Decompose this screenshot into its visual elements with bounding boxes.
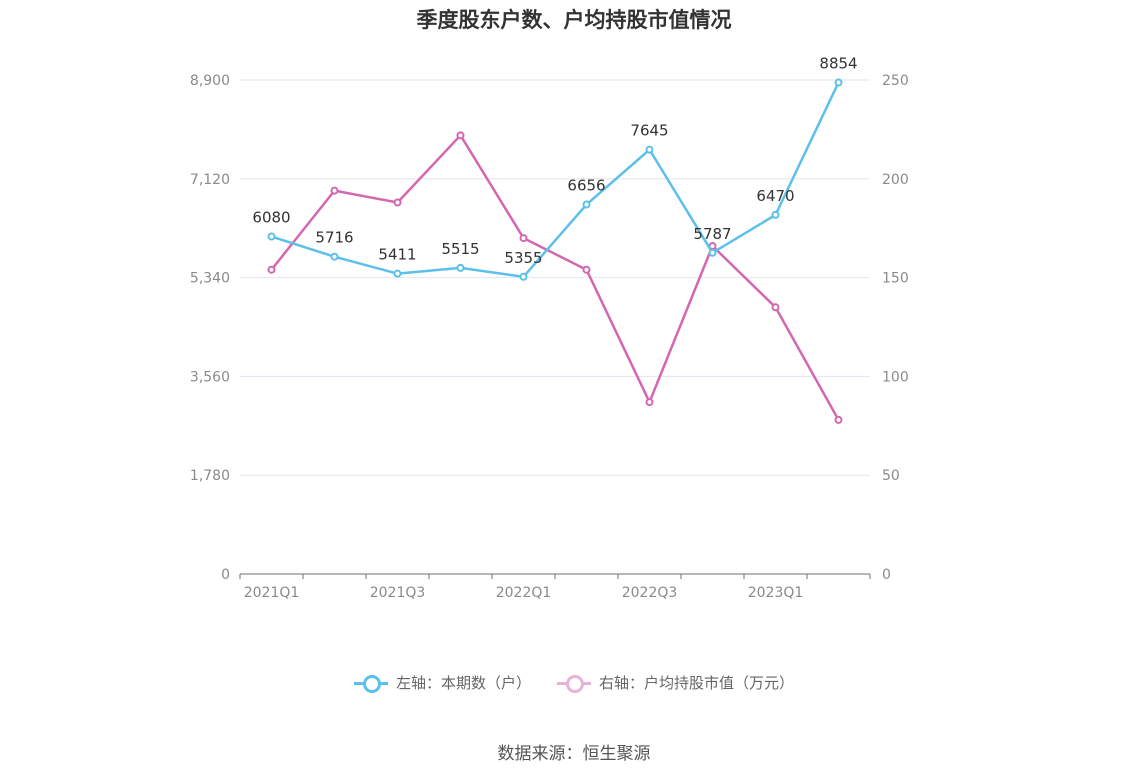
x-tick-label: 2021Q3: [370, 585, 426, 601]
series-line-left: [271, 82, 840, 279]
data-point-right: [645, 398, 654, 407]
data-point-right: [456, 131, 465, 140]
data-point-left: [645, 145, 654, 154]
data-point-right: [393, 198, 402, 207]
x-tick-label: 2022Q3: [622, 585, 678, 601]
data-point-left: [519, 272, 528, 281]
legend-item-left-series[interactable]: 左轴：本期数（户）: [353, 672, 531, 693]
y-left-tick-label: 0: [221, 567, 230, 583]
legend-label-right-series: 右轴：户均持股市值（万元）: [599, 674, 795, 692]
data-label: 5716: [315, 229, 353, 247]
x-tick-label: 2021Q1: [244, 585, 300, 601]
y-left-tick-label: 1,780: [190, 468, 230, 484]
data-point-right: [834, 415, 843, 424]
data-label: 8854: [819, 55, 857, 73]
y-right-tick-label: 0: [882, 567, 891, 583]
y-left-tick-label: 7,120: [190, 172, 230, 188]
y-right-tick-label: 50: [882, 468, 900, 484]
data-label: 6470: [756, 187, 794, 205]
data-label: 5787: [693, 225, 731, 243]
legend-marker-icon: [557, 674, 591, 693]
legend-item-right-series[interactable]: 右轴：户均持股市值（万元）: [557, 672, 794, 693]
legend: 左轴：本期数（户） 右轴：户均持股市值（万元）: [0, 672, 1148, 693]
data-label: 6656: [567, 177, 605, 195]
data-label: 5411: [378, 246, 416, 264]
legend-label-left-series: 左轴：本期数（户）: [395, 674, 531, 692]
data-point-left: [393, 269, 402, 278]
data-point-left: [771, 210, 780, 219]
y-right-tick-label: 150: [882, 271, 909, 287]
y-right-tick-label: 200: [882, 172, 909, 188]
data-point-right: [267, 265, 276, 274]
data-point-right: [330, 186, 339, 195]
chart-title: 季度股东户数、户均持股市值情况: [416, 8, 732, 32]
x-tick-label: 2022Q1: [496, 585, 552, 601]
y-right-tick-label: 100: [882, 369, 909, 385]
data-point-right: [771, 303, 780, 312]
legend-marker-icon: [353, 674, 388, 693]
data-point-left: [456, 263, 465, 272]
y-right-tick-label: 250: [882, 73, 909, 89]
data-point-right: [519, 234, 528, 243]
data-label: 7645: [630, 122, 668, 140]
y-left-tick-label: 3,560: [190, 369, 230, 385]
series-line-right: [270, 134, 840, 421]
data-label: 5355: [504, 249, 542, 267]
y-left-tick-label: 8,900: [190, 73, 230, 89]
line-chart: 0 0 1,780 50 3,560 100 5,340 150 7,120 200 8,900 25…: [190, 55, 909, 601]
data-point-left: [267, 232, 276, 241]
data-point-left: [330, 252, 339, 261]
data-source: 数据来源：恒生聚源: [497, 744, 651, 764]
data-label: 5515: [441, 240, 479, 258]
data-point-left: [834, 78, 843, 87]
x-tick-label: 2023Q1: [748, 585, 804, 601]
y-left-tick-label: 5,340: [190, 271, 230, 287]
data-point-left: [708, 248, 717, 257]
data-point-left: [582, 200, 591, 209]
data-point-right: [582, 265, 591, 274]
data-label: 6080: [252, 209, 290, 227]
